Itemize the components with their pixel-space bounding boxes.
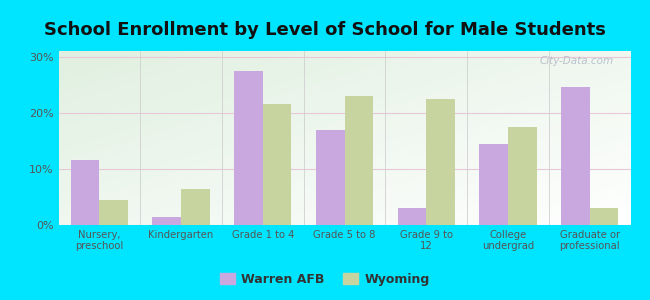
Bar <box>561 88 590 225</box>
Legend: Warren AFB, Wyoming: Warren AFB, Wyoming <box>215 268 435 291</box>
Text: City-Data.com: City-Data.com <box>540 56 614 66</box>
Bar <box>316 130 344 225</box>
Bar <box>344 96 373 225</box>
Bar <box>71 160 99 225</box>
Bar <box>426 99 455 225</box>
Bar <box>181 188 210 225</box>
Text: School Enrollment by Level of School for Male Students: School Enrollment by Level of School for… <box>44 21 606 39</box>
Bar <box>263 104 291 225</box>
Bar <box>398 208 426 225</box>
Bar <box>99 200 128 225</box>
Bar <box>234 70 263 225</box>
Bar <box>479 144 508 225</box>
Bar <box>590 208 618 225</box>
Bar <box>508 127 536 225</box>
Bar <box>153 217 181 225</box>
